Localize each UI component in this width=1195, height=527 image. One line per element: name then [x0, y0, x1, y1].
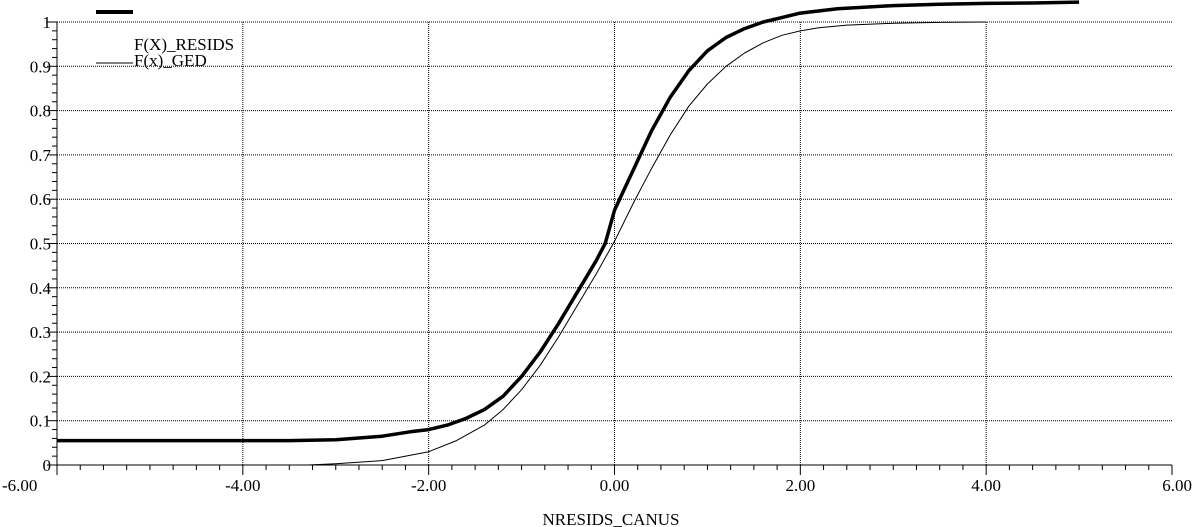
- y-tick-label: 0.5: [30, 235, 51, 254]
- legend: F(X)_RESIDS F(x)_GED: [96, 10, 234, 70]
- x-axis-title: NRESIDS_CANUS: [543, 510, 680, 527]
- y-tick-label: 0.9: [30, 57, 51, 76]
- x-tick-label: 0.00: [600, 476, 630, 495]
- grid-lines: [57, 21, 1172, 465]
- x-tick-label: 4.00: [971, 476, 1001, 495]
- x-tick-label: -2.00: [411, 476, 446, 495]
- y-tick-label: 1: [43, 13, 52, 32]
- y-tick-label: 0.4: [30, 279, 52, 298]
- y-tick-label: 0.3: [30, 323, 51, 342]
- series-lines: [57, 0, 1080, 466]
- x-tick-label: 2.00: [785, 476, 815, 495]
- legend-label-resids: F(X)_RESIDS: [134, 35, 234, 54]
- x-tick-label: -4.00: [225, 476, 260, 495]
- x-tick-label: -6.00: [2, 476, 37, 495]
- y-tick-label: 0.1: [30, 412, 51, 431]
- y-tick-label: 0.7: [30, 146, 52, 165]
- series-line-ged: [307, 21, 987, 466]
- x-tick-label: 6.00: [1162, 476, 1192, 495]
- y-tick-label: 0.6: [30, 190, 51, 209]
- tick-labels: 0 0.1 0.2 0.3 0.4 0.5 0.6 0.7 0.8 0.9 1 -6.00 -4.00 -…: [2, 13, 1192, 495]
- series-line-resids: [57, 0, 1080, 443]
- axes: [47, 21, 1173, 475]
- y-tick-label: 0: [43, 456, 52, 475]
- y-tick-label: 0.8: [30, 102, 51, 121]
- y-tick-label: 0.2: [30, 367, 51, 386]
- legend-label-ged: F(x)_GED: [134, 51, 207, 70]
